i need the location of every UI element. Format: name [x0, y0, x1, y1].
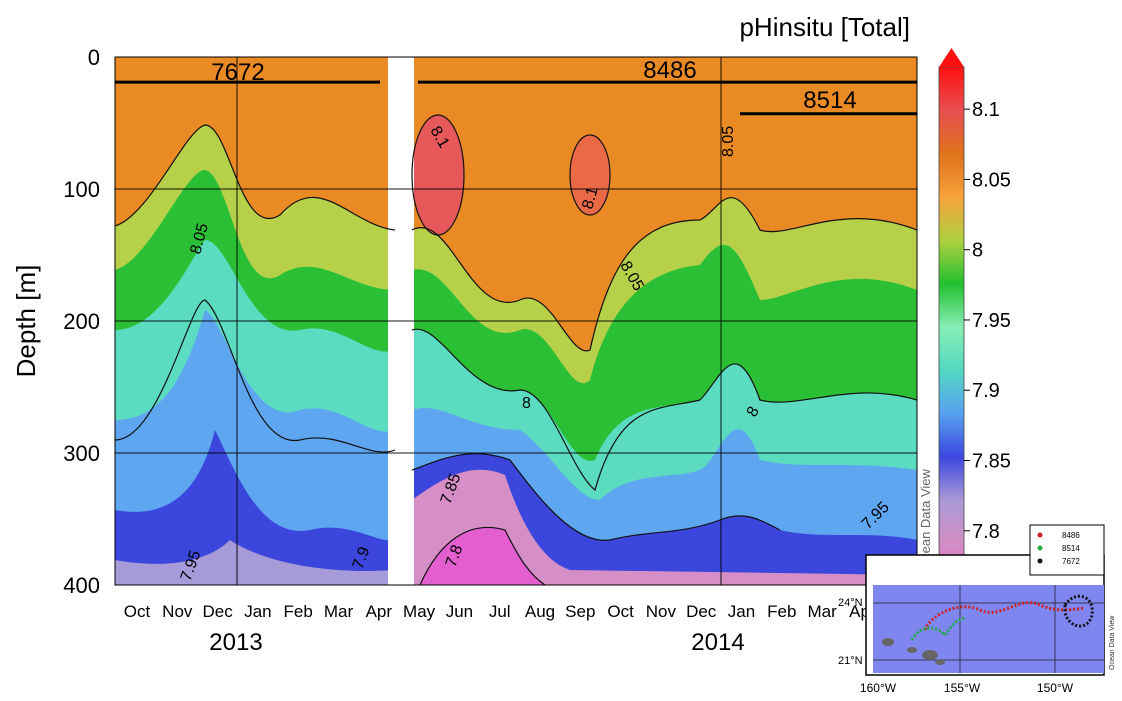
contour-label: 8.1 [579, 185, 601, 211]
legend-dot-8514 [1037, 545, 1043, 551]
colorbar-watermark: Ocean Data View [918, 468, 933, 570]
colorbar-tick-label: 8.1 [972, 99, 1000, 121]
island-shape [922, 650, 938, 660]
colorbar-tick-label: 8.05 [972, 169, 1011, 191]
track-8486 [923, 601, 1086, 631]
island-shape [935, 659, 945, 665]
y-tick-label: 200 [63, 309, 100, 334]
colorbar-tick-label: 7.95 [972, 310, 1011, 332]
x-tick-label: Sep [565, 602, 595, 621]
contour-label: 7.9 [350, 545, 374, 572]
plot-frame [114, 56, 918, 586]
inset-watermark: Ocean Data View [1109, 615, 1116, 670]
x-year-2014: 2014 [691, 629, 744, 656]
x-tick-label: Oct [124, 602, 151, 621]
y-tick-label: 100 [63, 177, 100, 202]
x-tick-label: Oct [607, 602, 634, 621]
colorbar-tick-label: 7.8 [972, 521, 1000, 543]
x-tick-label: Nov [646, 602, 677, 621]
inset-map: 8486 8514 7672 24°N 21°N 160°W 155°W 150… [838, 524, 1116, 695]
chart-title: pHinsitu [Total] [739, 12, 910, 42]
inset-lat-24: 24°N [838, 597, 863, 609]
inset-lon-155: 155°W [944, 681, 981, 695]
float-label-7672: 7672 [211, 59, 264, 86]
x-tick-label: May [403, 602, 436, 621]
float-label-8514: 8514 [803, 87, 856, 114]
y-axis-label: Depth [m] [11, 265, 41, 378]
x-tick-label: Jun [446, 602, 473, 621]
x-tick-label: Mar [807, 602, 837, 621]
track-8514 [910, 616, 966, 641]
y-tick-labels: 0 100 200 300 400 [63, 45, 100, 598]
legend-label-7672: 7672 [1062, 557, 1080, 566]
legend-label-8514: 8514 [1062, 544, 1080, 553]
grid-lines [115, 57, 917, 586]
island-shape [907, 647, 917, 653]
x-tick-label: Feb [767, 602, 796, 621]
y-tick-label: 0 [88, 45, 100, 70]
float-label-8486: 8486 [643, 57, 696, 84]
legend-dot-7672 [1037, 558, 1043, 564]
x-tick-labels: Oct Nov Dec Jan Feb Mar Apr May Jun Jul Aug Sep Oct N… [124, 602, 876, 621]
x-tick-label: Dec [202, 602, 233, 621]
colorbar-bar [938, 66, 965, 588]
contour-label: 8.05 [720, 126, 737, 157]
colorbar: 8.1 8.05 8 7.95 7.9 7.85 7.8 Ocean Data View [918, 48, 1011, 588]
legend-dot-8486 [1037, 532, 1043, 538]
heatmap-field [115, 57, 917, 585]
island-shape [882, 638, 894, 646]
y-tick-label: 300 [63, 441, 100, 466]
x-year-2013: 2013 [209, 629, 262, 656]
inset-lon-160: 160°W [860, 681, 897, 695]
x-tick-label: Mar [324, 602, 354, 621]
float-bars [115, 80, 917, 116]
colorbar-tick-label: 8 [972, 240, 983, 262]
contour-lines [115, 114, 917, 585]
x-tick-label: Nov [162, 602, 193, 621]
y-tick-label: 400 [63, 573, 100, 598]
x-tick-label: Jul [489, 602, 511, 621]
inset-lon-150: 150°W [1037, 681, 1074, 695]
x-tick-label: Dec [686, 602, 717, 621]
legend-label-8486: 8486 [1062, 531, 1080, 540]
colorbar-tick-label: 7.85 [972, 451, 1011, 473]
colorbar-max-arrow [939, 48, 964, 67]
contour-label: 7.8 [443, 543, 467, 570]
x-tick-label: Feb [284, 602, 313, 621]
x-tick-label: Aug [525, 602, 555, 621]
colorbar-tick-label: 7.9 [972, 380, 1000, 402]
x-tick-label: Apr [366, 602, 393, 621]
inset-lat-21: 21°N [838, 655, 863, 667]
x-tick-label: Jan [244, 602, 271, 621]
contour-label: 8 [522, 395, 531, 412]
inset-map-ocean [873, 585, 1104, 673]
x-tick-label: Jan [728, 602, 755, 621]
inset-map-legend [1029, 524, 1105, 576]
colorbar-tick-labels: 8.1 8.05 8 7.95 7.9 7.85 7.8 [964, 99, 1011, 543]
